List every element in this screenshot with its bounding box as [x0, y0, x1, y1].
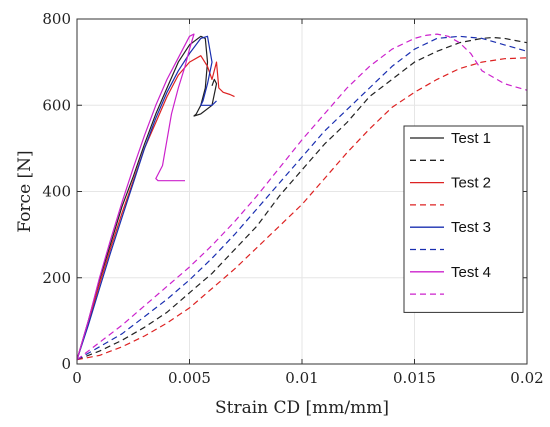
y-axis-label: Force [N]: [15, 150, 35, 232]
series-layer: [76, 33, 528, 361]
y-tick-label: 200: [42, 269, 71, 287]
y-tick-label: 600: [42, 96, 71, 114]
series-line-8: [76, 33, 528, 361]
series-line-1: [76, 35, 218, 360]
series-line-7: [76, 33, 195, 360]
series-line-5: [76, 35, 217, 360]
legend-label: Test 4: [451, 264, 491, 281]
legend: Test 1 Test 2 Test 3 Test 4: [403, 125, 524, 313]
legend-label: Test 1: [451, 130, 491, 147]
y-tick-label: 800: [42, 10, 71, 28]
legend-label: Test 2: [451, 175, 491, 192]
series-line-2: [76, 36, 528, 361]
y-tick-label: 400: [42, 183, 71, 201]
y-tick-label: 0: [61, 355, 71, 373]
series-line-6: [76, 35, 528, 361]
x-axis-label: Strain CD [mm/mm]: [215, 398, 389, 418]
x-tick-label: 0.005: [168, 369, 211, 387]
legend-label: Test 3: [451, 219, 491, 236]
axis-ticks: 0 0.005 0.01 0.015 0.02 0 200 400 600 800: [42, 10, 543, 387]
x-tick-label: 0.01: [285, 369, 318, 387]
x-tick-label: 0.015: [393, 369, 436, 387]
x-tick-label: 0: [72, 369, 82, 387]
legend-box: [403, 125, 524, 313]
x-tick-label: 0.02: [510, 369, 543, 387]
series-line-3: [76, 55, 235, 360]
series-line-4: [76, 57, 528, 361]
